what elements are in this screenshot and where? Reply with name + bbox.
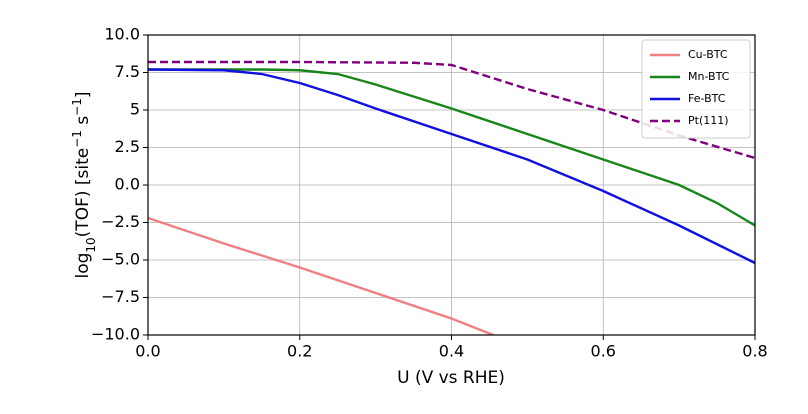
series-line [148, 216, 494, 335]
series-line [148, 68, 755, 265]
x-tick-label: 0.4 [439, 342, 464, 361]
series-line [148, 60, 755, 160]
y-tick-label: −7.5 [101, 287, 140, 306]
plot-lines [148, 60, 755, 335]
legend-box [641, 39, 751, 139]
y-axis-label: log10(TOF) [site−1 s−1] [70, 91, 98, 278]
x-tick-label: 0.2 [287, 342, 312, 361]
x-axis-label: U (V vs RHE) [397, 368, 505, 388]
y-label-part: (TOF) [site [73, 148, 93, 238]
y-label-part: −1 [70, 98, 84, 116]
y-tick-label: −5.0 [101, 250, 140, 269]
x-tick-label: 0.6 [591, 342, 616, 361]
legend-label: Fe-BTC [688, 92, 726, 105]
y-tick-label: 7.5 [115, 62, 140, 81]
y-tick-label: −10.0 [91, 325, 140, 344]
y-label-part: log [73, 253, 93, 279]
legend-label: Pt(111) [688, 114, 729, 127]
legend-label: Mn-BTC [688, 70, 730, 83]
series-line [148, 68, 755, 227]
x-tick-label: 0.8 [742, 342, 767, 361]
y-tick-label: −2.5 [101, 212, 140, 231]
legend-label: Cu-BTC [688, 48, 728, 61]
legend: Cu-BTC Mn-BTC Fe-BTC Pt(111) [641, 39, 751, 139]
y-label-part: 10 [84, 237, 98, 252]
y-tick-label: 2.5 [115, 137, 140, 156]
x-tick-label: 0.0 [135, 342, 160, 361]
y-tick-label: 0.0 [115, 175, 140, 194]
y-tick-label: 10.0 [104, 25, 140, 44]
y-label-part: −1 [70, 130, 84, 148]
y-tick-label: 5 [130, 100, 140, 119]
y-label-part: ] [73, 91, 93, 98]
y-label-part: s [73, 116, 93, 130]
